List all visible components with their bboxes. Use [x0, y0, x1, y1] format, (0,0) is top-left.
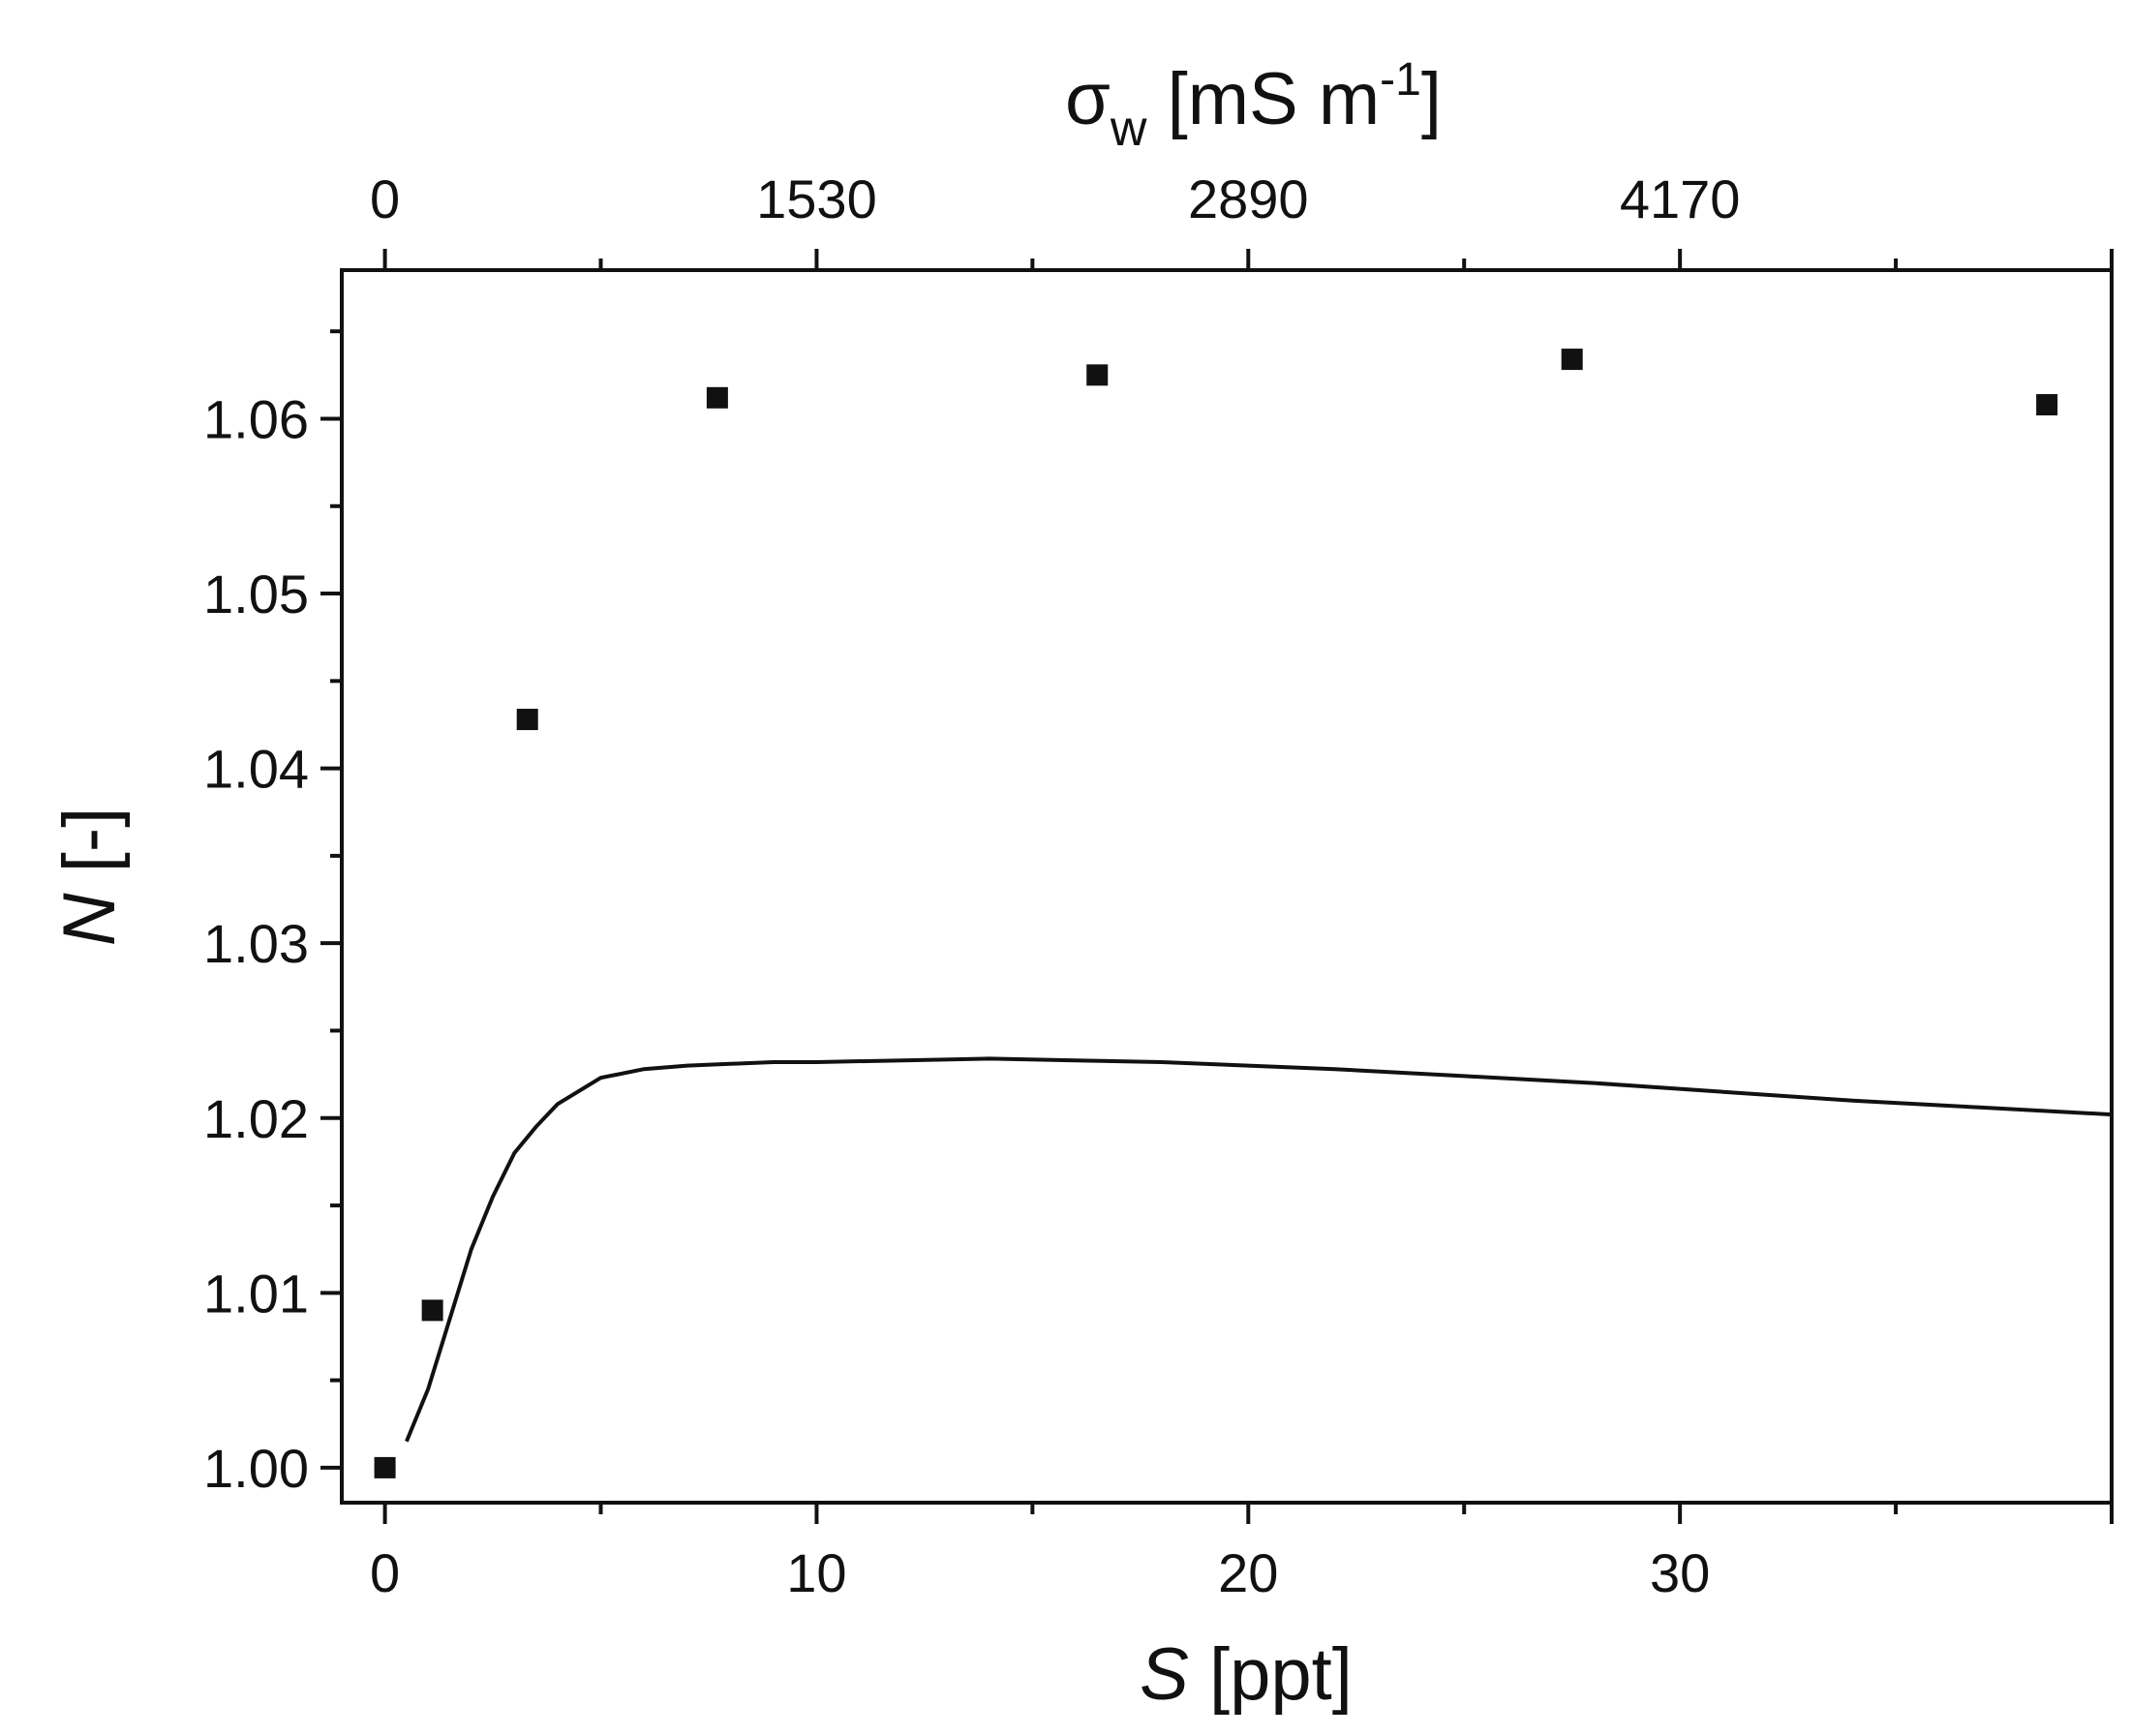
x-axis-title: S [ppt]: [1140, 1633, 1353, 1716]
y-tick-label: 1.04: [203, 739, 309, 800]
data-point: [706, 386, 728, 409]
y-tick-label: 1.02: [203, 1088, 309, 1149]
data-point: [2036, 394, 2058, 416]
x-tick-label: 20: [1218, 1542, 1278, 1603]
y-axis-title: N [-]: [48, 807, 131, 947]
data-point: [516, 709, 538, 731]
data-point: [374, 1456, 396, 1478]
plot-frame: [340, 268, 2114, 1505]
top-tick-label: 0: [370, 168, 400, 229]
y-tick-label: 1.00: [203, 1438, 309, 1499]
x-tick-label: 30: [1650, 1542, 1710, 1603]
plot-area: 0 10 20 30 0 1530 2890 4170 1.00 1.01 1.02 1.03 1.04…: [48, 54, 2114, 1716]
model-curve: [405, 1056, 2112, 1443]
data-point: [421, 1299, 443, 1322]
x-tick-label: 10: [786, 1542, 846, 1603]
y-tick-label: 1.01: [203, 1263, 309, 1324]
top-tick-label: 4170: [1620, 168, 1741, 229]
top-tick-label: 1530: [756, 168, 877, 229]
data-point: [1561, 349, 1583, 371]
x-tick-label: 0: [370, 1542, 400, 1603]
y-tick-label: 1.05: [203, 563, 309, 624]
top-tick-label: 2890: [1188, 168, 1309, 229]
y-tick-label: 1.03: [203, 913, 309, 974]
y-tick-label: 1.06: [203, 388, 309, 449]
top-axis-title: σw [mS m-1]: [1065, 54, 1442, 157]
data-point: [1086, 364, 1109, 386]
